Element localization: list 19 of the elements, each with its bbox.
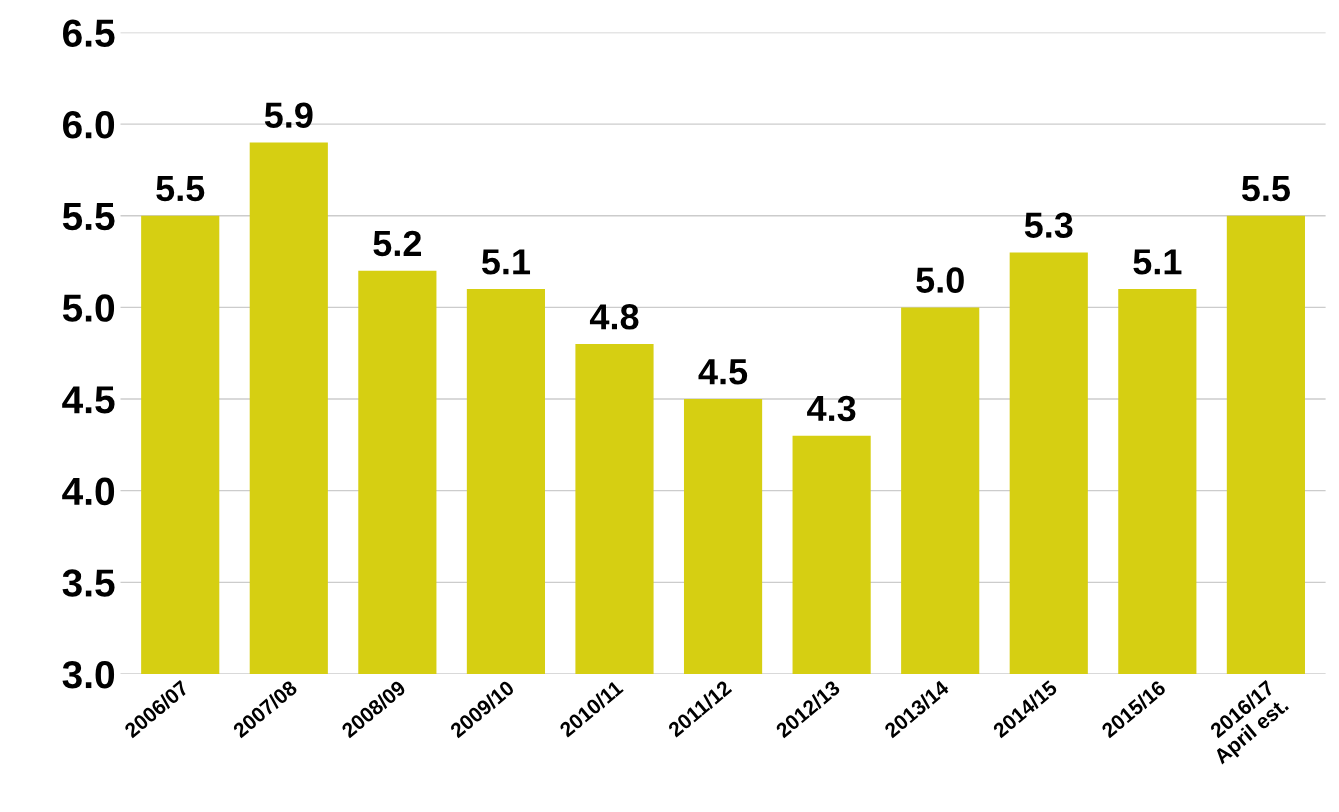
- y-tick-label: 3.0: [62, 660, 115, 689]
- data-label: 5.1: [481, 249, 531, 275]
- y-tick-label: 4.5: [62, 386, 115, 414]
- data-label: 5.1: [1133, 249, 1182, 275]
- data-label: 5.2: [373, 230, 422, 257]
- y-tick-label: 5.0: [62, 294, 115, 322]
- data-label: 4.5: [698, 359, 748, 385]
- y-tick-label: 6.5: [63, 19, 115, 47]
- data-label: 5.9: [264, 102, 313, 128]
- y-tick-label: 4.0: [62, 477, 115, 506]
- data-label: 5.3: [1024, 212, 1073, 238]
- data-label: 5.5: [1241, 176, 1290, 202]
- y-tick-label: 5.5: [62, 203, 115, 231]
- data-label: 4.8: [589, 304, 639, 330]
- data-label: 4.3: [807, 395, 856, 422]
- data-label: 5.5: [156, 176, 205, 202]
- data-label: 5.0: [916, 267, 964, 293]
- y-tick-label: 3.5: [62, 569, 115, 597]
- y-tick-label: 6.0: [63, 111, 115, 139]
